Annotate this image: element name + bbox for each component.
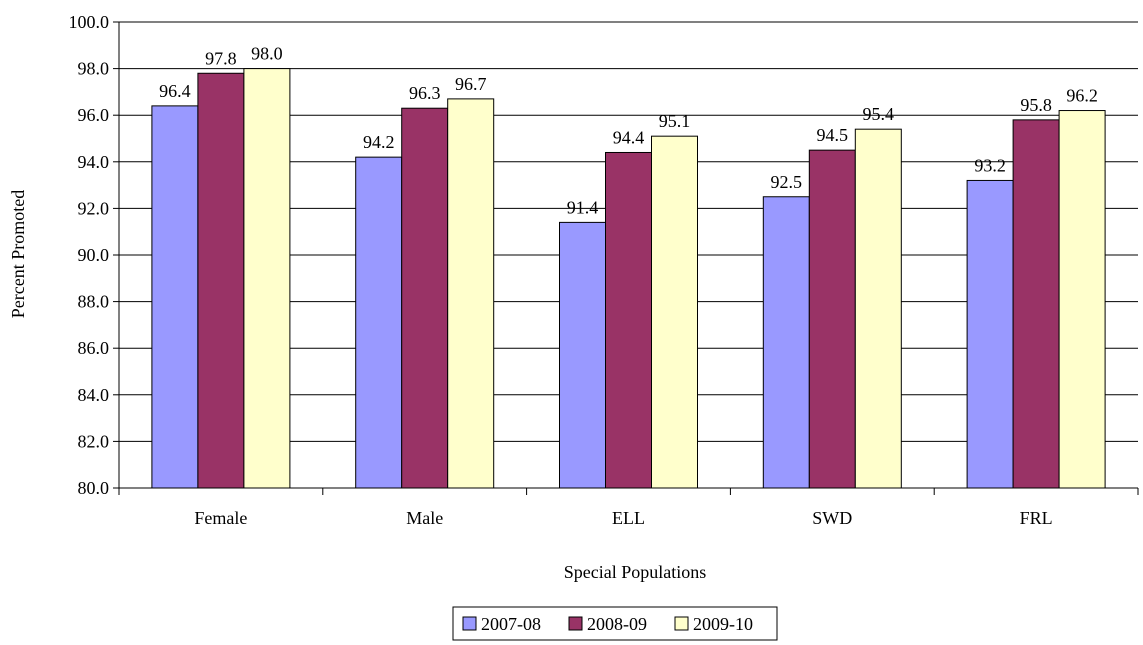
data-label: 95.1 bbox=[659, 111, 691, 131]
y-tick-label: 100.0 bbox=[69, 12, 110, 32]
category-label: SWD bbox=[812, 508, 852, 528]
bar bbox=[854, 128, 902, 489]
bar bbox=[651, 135, 698, 489]
legend-label: 2008-09 bbox=[587, 614, 647, 634]
y-tick-label: 80.0 bbox=[78, 478, 110, 498]
category-label: Male bbox=[406, 508, 443, 528]
category-label: FRL bbox=[1020, 508, 1053, 528]
data-label: 96.4 bbox=[159, 81, 191, 101]
x-axis-title: Special Populations bbox=[564, 562, 707, 582]
data-label: 96.7 bbox=[455, 74, 487, 94]
category-label: ELL bbox=[612, 508, 645, 528]
legend-label: 2009-10 bbox=[693, 614, 753, 634]
data-label: 96.2 bbox=[1066, 86, 1098, 106]
data-label: 97.8 bbox=[205, 48, 237, 68]
legend-swatch bbox=[568, 616, 583, 631]
category-label: Female bbox=[194, 508, 247, 528]
legend-box bbox=[452, 606, 778, 641]
data-label: 93.2 bbox=[974, 155, 1006, 175]
bar bbox=[197, 72, 245, 489]
legend-swatch bbox=[674, 616, 689, 631]
legend-swatch bbox=[462, 616, 477, 631]
bar bbox=[1058, 110, 1106, 489]
data-labels: 96.4 97.8 98.0 94.2 96.3 96.7 91.4 94.4 95.1 92.5… bbox=[159, 44, 1098, 218]
bar bbox=[605, 151, 652, 489]
data-label: 94.5 bbox=[817, 125, 849, 145]
y-tick-label: 90.0 bbox=[78, 245, 110, 265]
bar bbox=[243, 68, 291, 489]
bar bbox=[1012, 119, 1060, 489]
bar bbox=[447, 98, 495, 489]
data-label: 95.4 bbox=[863, 104, 895, 124]
data-label: 91.4 bbox=[567, 197, 599, 217]
bar bbox=[151, 105, 199, 489]
y-tick-label: 84.0 bbox=[78, 385, 110, 405]
bar bbox=[966, 179, 1014, 489]
data-label: 95.8 bbox=[1020, 95, 1052, 115]
y-tick-label: 82.0 bbox=[78, 431, 110, 451]
legend: 2007-08 2008-09 2009-10 bbox=[452, 606, 778, 641]
y-tick-label: 92.0 bbox=[78, 198, 110, 218]
y-axis-title: Percent Promoted bbox=[8, 190, 28, 318]
data-label: 94.2 bbox=[363, 132, 395, 152]
bar bbox=[762, 196, 810, 489]
legend-label: 2007-08 bbox=[481, 614, 541, 634]
y-tick-label: 96.0 bbox=[78, 105, 110, 125]
data-label: 94.4 bbox=[613, 127, 645, 147]
y-tick-label: 86.0 bbox=[78, 338, 110, 358]
data-label: 98.0 bbox=[251, 44, 283, 64]
bar bbox=[355, 156, 403, 489]
axes: 80.0 82.0 84.0 86.0 88.0 90.0 92.0 94.0 96.0 98.0… bbox=[69, 12, 1139, 528]
y-tick-label: 94.0 bbox=[78, 152, 110, 172]
bar bbox=[401, 107, 449, 489]
data-label: 92.5 bbox=[771, 172, 803, 192]
y-tick-label: 98.0 bbox=[78, 59, 110, 79]
y-tick-label: 88.0 bbox=[78, 292, 110, 312]
data-label: 96.3 bbox=[409, 83, 441, 103]
bar bbox=[559, 221, 606, 489]
bar bbox=[808, 149, 856, 489]
